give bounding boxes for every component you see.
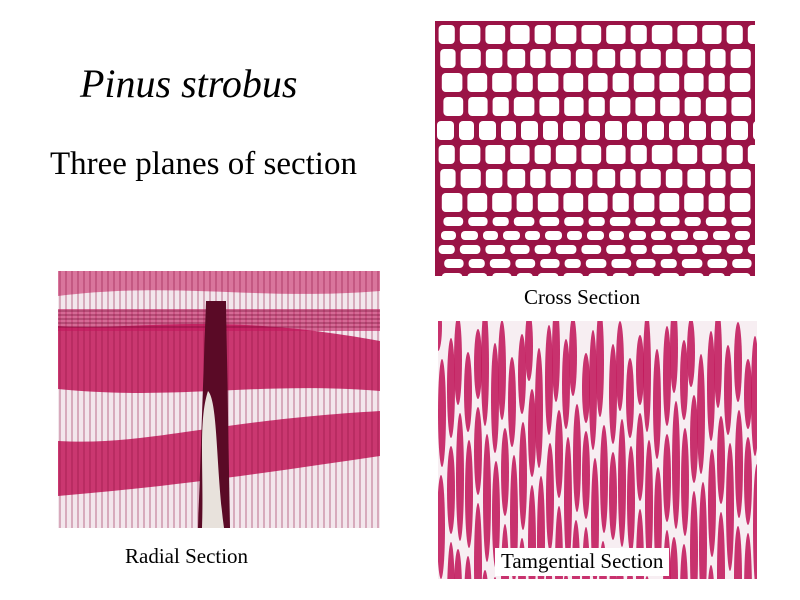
radial-section-caption: Radial Section [125,544,249,568]
slide-title: Pinus strobus [80,61,298,106]
cross-section-image [435,21,755,276]
tangential-section-caption: Tamgential Section [495,548,670,576]
cross-section-graphic [435,21,755,276]
tangential-section-graphic [438,321,757,579]
tangential-section-image [438,321,757,579]
slide-subtitle: Three planes of section [50,146,357,182]
cross-section-caption: Cross Section [524,285,641,309]
radial-section-graphic [58,271,380,528]
radial-section-image [58,271,380,528]
